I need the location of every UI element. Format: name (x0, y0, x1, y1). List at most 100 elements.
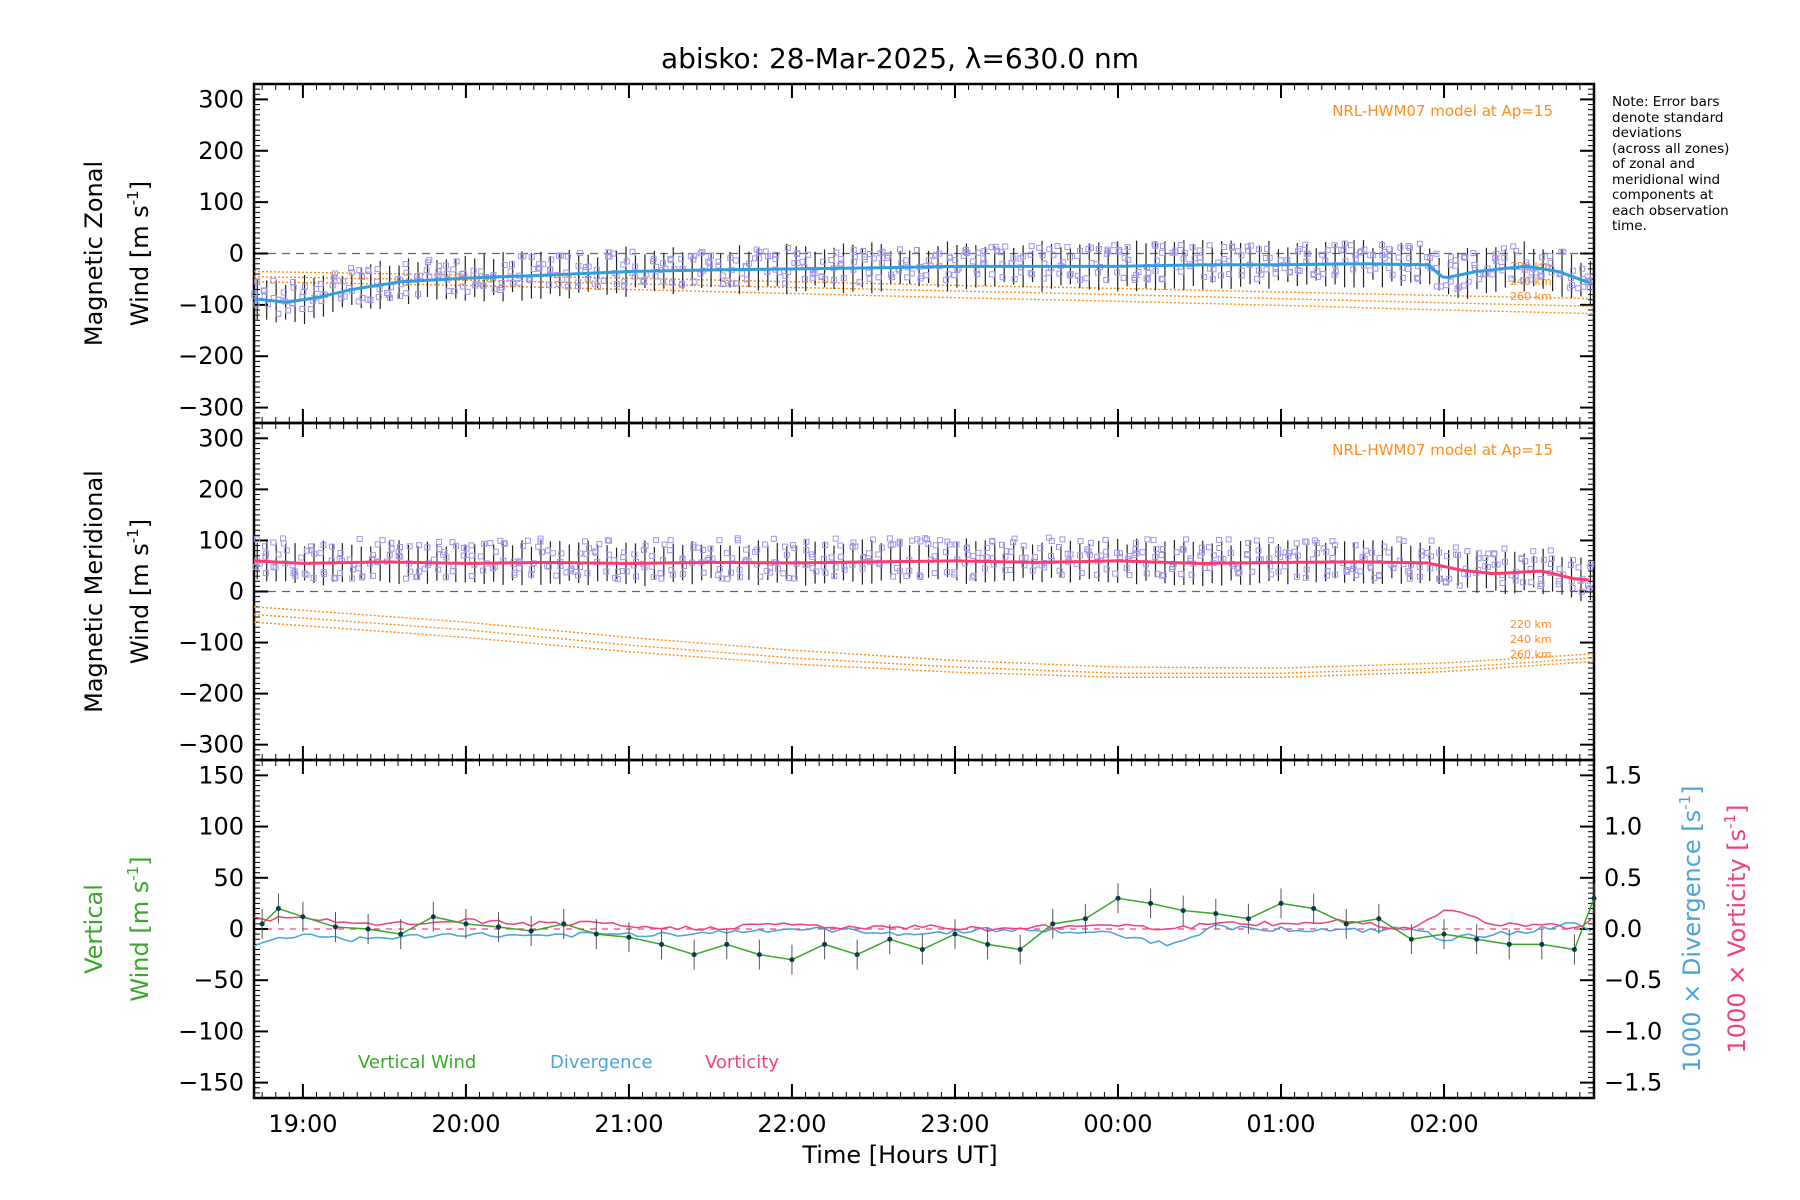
zone-point (988, 271, 995, 278)
zone-point (734, 535, 741, 542)
zone-point (1103, 566, 1110, 573)
zone-point (1314, 268, 1321, 275)
zone-point (1416, 240, 1423, 247)
y-tick-label: −100 (178, 1017, 244, 1045)
zone-point (1153, 546, 1160, 553)
zone-point (875, 274, 882, 281)
zone-point (945, 271, 952, 278)
zone-point (975, 549, 982, 556)
x-tick-label: 21:00 (594, 1110, 663, 1138)
zone-point (809, 271, 816, 278)
zone-point (715, 262, 722, 269)
zone-point (803, 538, 810, 545)
zone-point (878, 259, 885, 266)
zone-point (969, 258, 976, 265)
zone-point (1395, 254, 1402, 261)
zone-point (253, 536, 260, 543)
zone-point (1225, 536, 1232, 543)
zone-point (743, 276, 750, 283)
zone-point (875, 551, 882, 558)
zone-point (311, 550, 318, 557)
zone-point (477, 553, 484, 560)
zone-point (307, 543, 314, 550)
zone-point (820, 258, 827, 265)
zone-point (1396, 536, 1403, 543)
zone-point (1343, 568, 1350, 575)
zone-point (1031, 554, 1038, 561)
zone-point (1547, 259, 1554, 266)
zone-point (1145, 269, 1152, 276)
zone-point (605, 249, 612, 256)
zone-point (280, 535, 287, 542)
model-title: NRL-HWM07 model at Ap=15 (1332, 102, 1553, 120)
zone-point (528, 253, 535, 260)
zone-point (1143, 570, 1150, 577)
zone-point (453, 258, 460, 265)
zone-point (1587, 284, 1594, 291)
zone-point (620, 282, 627, 289)
zone-point (1324, 247, 1331, 254)
zone-point (1539, 254, 1546, 261)
zone-point (850, 539, 857, 546)
zone-point (1311, 537, 1318, 544)
y-tick-label: −50 (193, 966, 244, 994)
zone-point (1007, 548, 1014, 555)
model-label-260-km: 260 km (1510, 290, 1552, 303)
vertical-wind-point (333, 924, 339, 930)
zone-point (1154, 257, 1161, 264)
zone-point (1352, 255, 1359, 262)
zone-point (577, 249, 584, 256)
zone-point (716, 566, 723, 573)
zone-point (1454, 285, 1461, 292)
zone-point (690, 256, 697, 263)
x-tick-label: 02:00 (1409, 1110, 1478, 1138)
zone-point (1436, 575, 1443, 582)
zone-point (1443, 553, 1450, 560)
zone-point (564, 276, 571, 283)
zone-point (1587, 563, 1594, 570)
zone-point (621, 278, 628, 285)
zone-point (460, 552, 467, 559)
zone-point (403, 575, 410, 582)
zone-point (974, 249, 981, 256)
zone-point (1074, 252, 1081, 259)
vertical-wind-point (1474, 936, 1480, 942)
vertical-wind-point (1180, 908, 1186, 914)
zone-point (623, 258, 630, 265)
zone-point (716, 537, 723, 544)
zone-point (413, 574, 420, 581)
zone-point (785, 574, 792, 581)
zone-point (1501, 245, 1508, 252)
vertical-wind-point (1343, 921, 1349, 927)
zone-point (1178, 268, 1185, 275)
zone-point (1226, 257, 1233, 264)
zone-point (375, 294, 382, 301)
y-tick-label: 200 (198, 137, 244, 165)
zone-point (270, 539, 277, 546)
zone-point (1291, 548, 1298, 555)
zone-point (253, 301, 260, 308)
zone-point (492, 548, 499, 555)
zone-point (406, 543, 413, 550)
zone-point (700, 569, 707, 576)
zone-point (1266, 254, 1273, 261)
zone-point (667, 257, 674, 264)
zone-point (548, 256, 555, 263)
zone-point (1530, 548, 1537, 555)
zone-point (1443, 282, 1450, 289)
zone-point (537, 538, 544, 545)
zone-point (1320, 545, 1327, 552)
model-line-220-km (253, 270, 1595, 300)
zone-point (1028, 271, 1035, 278)
x-tick-label: 00:00 (1083, 1110, 1152, 1138)
zone-point (445, 287, 452, 294)
zone-point (509, 279, 516, 286)
zone-point (952, 257, 959, 264)
zone-point (1114, 269, 1121, 276)
zone-point (1304, 250, 1311, 257)
zone-point (805, 251, 812, 258)
zone-point (877, 250, 884, 257)
zone-point (1302, 574, 1309, 581)
zone-point (1272, 270, 1279, 277)
zone-point (809, 553, 816, 560)
